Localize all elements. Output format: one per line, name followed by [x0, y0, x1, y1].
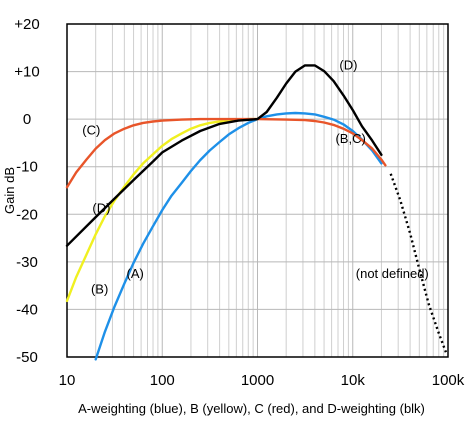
series-annotation: (C)	[82, 123, 100, 138]
series-annotation: (D)	[339, 57, 357, 72]
y-tick-labels: +20 +10 0 -10 -20 -30 -40 -50	[14, 16, 39, 366]
y-tick-label: +20	[14, 16, 39, 33]
series-line-b	[65, 117, 259, 303]
series-line-not-defined	[389, 173, 448, 353]
y-tick-label: -50	[16, 349, 38, 366]
plot-frame	[66, 23, 449, 358]
x-axis-label: A-weighting (blue), B (yellow), C (red),…	[78, 401, 425, 416]
y-tick-label: -30	[16, 254, 38, 271]
series-annotation: (not defined)	[356, 266, 429, 281]
x-tick-label: 1000	[241, 372, 274, 389]
y-tick-label: 0	[23, 111, 31, 128]
x-tick-labels: 10 100 1000 10k 100k	[59, 372, 465, 389]
x-tick-label: 100k	[432, 372, 465, 389]
series-line-c	[65, 117, 387, 189]
x-tick-label: 10	[59, 372, 76, 389]
x-tick-label: 100	[150, 372, 175, 389]
x-tick-label: 10k	[341, 372, 366, 389]
series-lines	[65, 64, 448, 361]
y-tick-label: +10	[14, 64, 39, 81]
y-tick-label: -40	[16, 301, 38, 318]
y-axis-label: Gain dB	[2, 167, 17, 214]
y-tick-label: -10	[16, 159, 38, 176]
series-annotation: (B)	[91, 281, 108, 296]
annotations: (C) (D) (A) (B) (D) (B,C) (not defined)	[82, 57, 428, 296]
y-tick-label: -20	[16, 206, 38, 223]
series-annotation: (D)	[92, 201, 110, 216]
series-line-a	[94, 111, 383, 361]
series-line-d	[65, 64, 383, 247]
grid	[67, 24, 448, 357]
series-annotation: (B,C)	[335, 131, 365, 146]
series-annotation: (A)	[127, 266, 144, 281]
